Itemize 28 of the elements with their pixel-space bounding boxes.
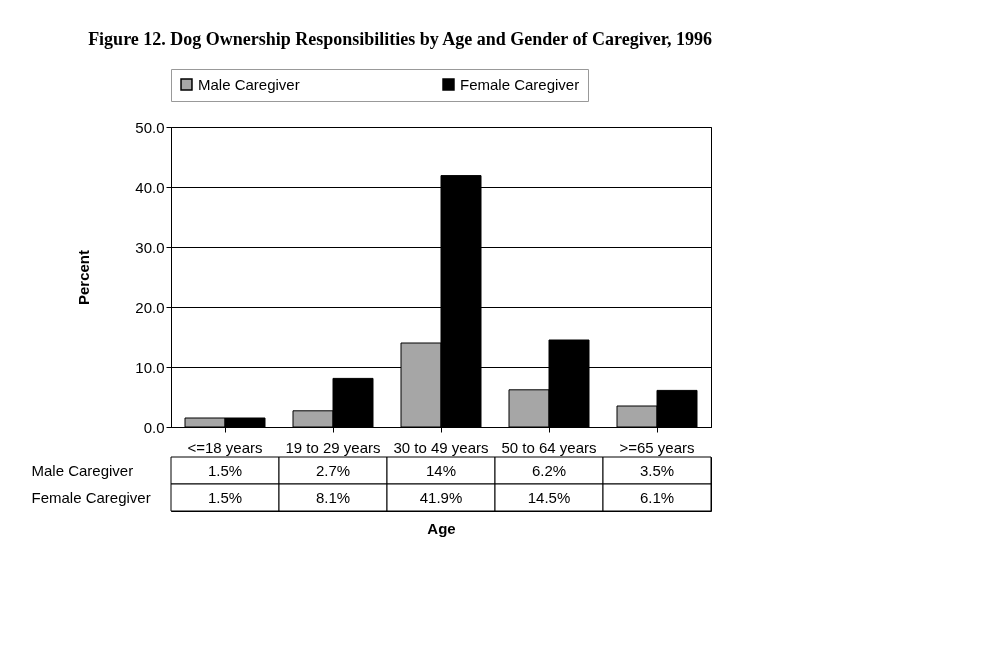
data-label: 6.2%: [531, 461, 567, 479]
x-tick-label: >=65 years: [619, 438, 695, 456]
x-tick-label: 50 to 64 years: [501, 438, 597, 456]
data-label: 1.5%: [207, 461, 243, 479]
data-label: 14.5%: [527, 488, 571, 506]
data-label: 14%: [425, 461, 457, 479]
text: Female Caregiver: [31, 488, 151, 506]
y-tick-label: 0.0: [143, 418, 165, 436]
y-axis-title: Percent: [74, 249, 92, 306]
x-tick-label: <=18 years: [187, 438, 263, 456]
x-tick-label: 19 to 29 years: [285, 438, 381, 456]
data-label: 41.9%: [419, 488, 463, 506]
x-tick-label: 30 to 49 years: [393, 438, 489, 456]
y-tick-label: 50.0: [135, 118, 165, 136]
data-label: 3.5%: [639, 461, 675, 479]
legend-label: Female Caregiver: [460, 75, 580, 93]
y-tick-label: 10.0: [135, 358, 165, 376]
y-tick-label: 30.0: [135, 238, 165, 256]
chart-title: Figure 12. Dog Ownership Responsibilities by Age and Gender of Caregiver, 1996: [88, 28, 712, 49]
data-label: 6.1%: [639, 488, 675, 506]
text: Male Caregiver: [31, 461, 134, 479]
x-axis-title: Age: [427, 519, 456, 537]
y-tick-label: 20.0: [135, 298, 165, 316]
data-label: 1.5%: [207, 488, 243, 506]
data-label: 2.7%: [315, 461, 351, 479]
data-label: 8.1%: [315, 488, 351, 506]
legend-label: Male Caregiver: [198, 75, 300, 93]
y-tick-label: 40.0: [135, 178, 165, 196]
